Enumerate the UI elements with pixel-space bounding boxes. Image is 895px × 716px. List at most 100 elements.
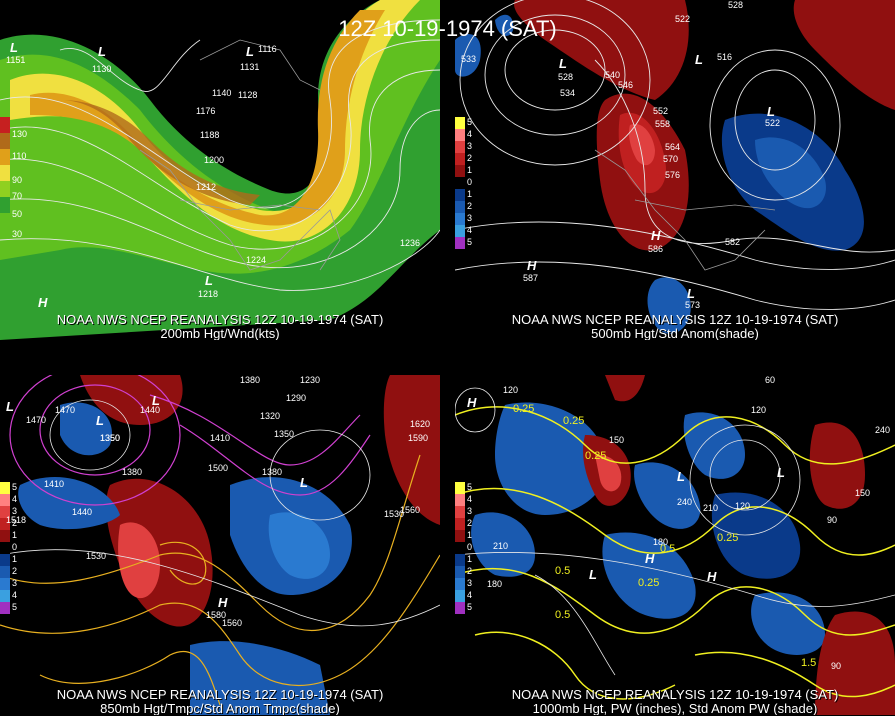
legend-label: 0 [467,542,473,552]
legend-label: 4 [467,494,473,504]
panel-850mb-subtitle: 850mb Hgt/Tmpc/Std Anom Tmpc(shade) [100,701,340,716]
contour-label: 552 [653,106,669,116]
contour-label: 1350 [274,429,295,439]
contour-label: 1580 [206,610,227,620]
panel-500mb-map [455,0,895,340]
contour-label: 210 [493,541,509,551]
contour-label: 1320 [260,411,281,421]
contour-label: 120 [735,501,751,511]
contour-label: 576 [665,170,681,180]
panel-1000mb-subtitle: 1000mb Hgt, PW (inches), Std Anom PW (sh… [532,701,818,716]
low-pressure-marker: L [98,44,106,59]
panel-1000mb-legend: 5 4 3 2 1 0 1 2 3 4 5 [455,482,473,614]
contour-label: 1230 [300,375,321,385]
pw-contour-label: 0.5 [660,543,676,555]
contour-label: 1176 [196,106,216,116]
legend-label: 2 [12,566,18,576]
legend-label: 70 [12,191,23,201]
contour-label: 558 [655,119,671,129]
contour-label: 1130 [92,64,112,74]
high-pressure-marker: H [527,258,537,273]
legend-label: 4 [12,494,18,504]
pw-contour-label: 0.25 [638,577,660,589]
legend-label: 3 [12,578,18,588]
panel-850mb-caption: NOAA NWS NCEP REANALYSIS 12Z 10-19-1974 … [56,687,384,702]
pw-contour-label: 0.25 [585,450,607,462]
legend-label: 2 [12,518,18,528]
contour-label: 240 [677,497,693,507]
low-pressure-marker: L [687,286,695,301]
contour-label: 522 [765,118,781,128]
panel-850mb-map [0,375,440,715]
contour-label: 180 [653,537,669,547]
legend-label: 4 [12,590,18,600]
legend-label: 5 [12,602,18,612]
high-pressure-marker: H [651,228,661,243]
pw-contour-label: 1.5 [801,657,817,669]
low-pressure-marker: L [152,393,160,408]
contour-label: 210 [703,503,719,513]
legend-label: 30 [12,229,23,239]
pw-contour-label: 0.5 [555,565,571,577]
low-pressure-marker: L [96,413,104,428]
legend-label: 130 [12,129,28,139]
contour-label: 1410 [210,433,231,443]
contour-label: 1470 [55,405,76,415]
contour-label: 1380 [262,467,283,477]
contour-label: 564 [665,142,681,152]
low-pressure-marker: L [10,40,18,55]
low-pressure-marker: L [300,475,308,490]
contour-label: 1500 [208,463,229,473]
low-pressure-marker: L [695,52,703,67]
contour-label: 1131 [240,62,260,72]
contour-label: 582 [725,237,741,247]
contour-label: 1128 [238,90,258,100]
low-pressure-marker: L [6,399,14,414]
contour-label: 570 [663,154,679,164]
legend-label: 1 [12,554,18,564]
legend-label: 2 [467,518,473,528]
legend-label: 1 [12,530,18,540]
contour-label: 528 [558,72,574,82]
contour-label: 1224 [246,255,267,265]
contour-label: 533 [461,54,477,64]
contour-label: 1350 [100,433,121,443]
legend-label: 3 [467,506,473,516]
legend-label: 0 [12,542,18,552]
panel-1000mb-caption: NOAA NWS NCEP REANALYSIS 12Z 10-19-1974 … [511,687,839,702]
legend-label: 5 [12,482,18,492]
panel-500mb-caption: NOAA NWS NCEP REANALYSIS 12Z 10-19-1974 … [511,312,839,327]
contour-label: 180 [487,579,503,589]
contour-label: 1440 [140,405,161,415]
legend-label: 50 [12,209,23,219]
contour-label: 587 [523,273,539,283]
legend-label: 3 [467,141,473,151]
legend-label: 0 [467,177,473,187]
contour-label: 150 [855,488,871,498]
contour-label: 1290 [286,393,307,403]
panel-200mb-caption: NOAA NWS NCEP REANALYSIS 12Z 10-19-1974 … [56,312,384,327]
contour-label: 586 [648,244,664,254]
pw-contour-label: 0.5 [555,609,571,621]
low-pressure-marker: L [777,465,785,480]
contour-label: 1218 [198,289,219,299]
contour-label: 1518 [6,515,27,525]
contour-label: 120 [503,385,519,395]
legend-label: 2 [467,566,473,576]
legend-label: 1 [467,530,473,540]
low-pressure-marker: L [589,567,597,582]
panel-200mb-map [0,0,440,340]
page-title: 12Z 10-19-1974 (SAT) [338,16,557,41]
contour-label: 516 [717,52,733,62]
contour-label: 546 [618,80,634,90]
contour-label: 540 [605,70,621,80]
contour-label: 120 [751,405,767,415]
contour-label: 1560 [222,618,243,628]
contour-label: 528 [728,0,744,10]
contour-label: 1236 [400,238,421,248]
legend-label: 1 [467,189,473,199]
contour-label: 1140 [212,88,232,98]
high-pressure-marker: H [38,295,48,310]
